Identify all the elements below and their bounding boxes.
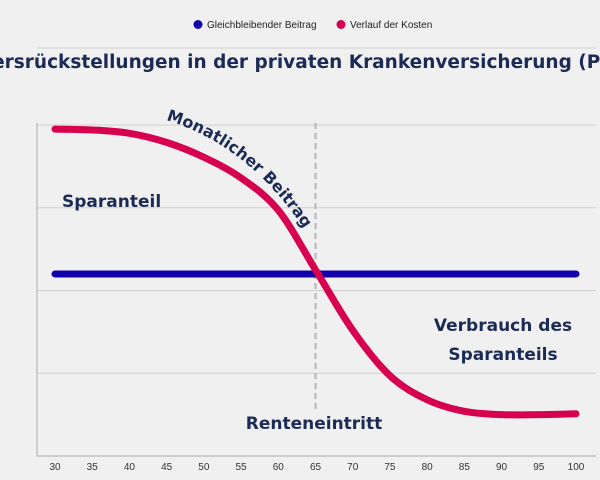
x-tick-labels: 30 35 40 45 50 55 60 65 70 75 80 85 90 95 100: [49, 462, 584, 473]
sparanteil-label: Sparanteil: [62, 192, 161, 212]
x-tick-label: 50: [198, 462, 210, 473]
legend-marker-verlauf-der-kosten: [336, 20, 346, 29]
legend-marker-gleichbleibender-beitrag: [193, 20, 203, 29]
x-tick-label: 80: [422, 462, 434, 473]
x-tick-label: 30: [49, 462, 61, 473]
legend-label-verlauf-der-kosten: Verlauf der Kosten: [350, 20, 432, 31]
series-line-verlauf-der-kosten: [51, 125, 580, 419]
renteneintritt-label: Renteneintritt: [246, 414, 383, 434]
legend: Gleichbleibender Beitrag Verlauf der Kos…: [193, 20, 432, 31]
x-tick-label: 45: [161, 462, 173, 473]
x-tick-label: 40: [124, 462, 136, 473]
verbrauch-label-line1: Verbrauch des: [434, 316, 572, 336]
x-tick-label: 70: [347, 462, 359, 473]
x-tick-label: 65: [310, 462, 322, 473]
chart-title: Altersrückstellungen in der privaten Kra…: [0, 52, 600, 73]
x-tick-label: 75: [384, 462, 396, 473]
x-tick-label: 85: [459, 462, 471, 473]
x-tick-label: 100: [568, 462, 585, 473]
x-tick-label: 90: [496, 462, 508, 473]
x-tick-label: 55: [236, 462, 248, 473]
x-tick-label: 60: [273, 462, 285, 473]
series: [51, 125, 580, 419]
x-tick-label: 35: [87, 462, 99, 473]
x-tick-label: 95: [533, 462, 545, 473]
curve-label: Monatlicher Beitrag: [165, 106, 317, 231]
verbrauch-label-line2: Sparanteils: [448, 345, 557, 365]
curve-label-text: Monatlicher Beitrag: [165, 106, 317, 231]
legend-label-gleichbleibender-beitrag: Gleichbleibender Beitrag: [207, 20, 317, 31]
